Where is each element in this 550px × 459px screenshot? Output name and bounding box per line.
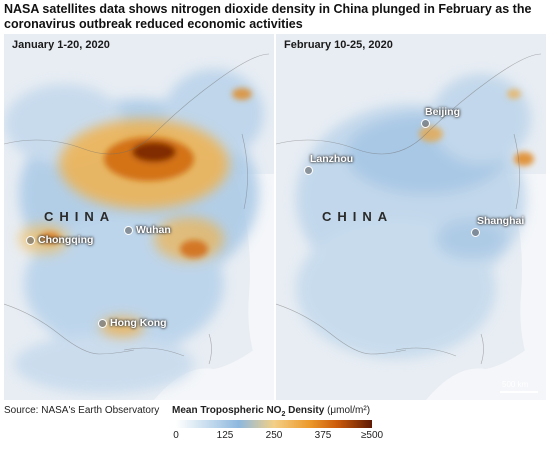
legend-title-subscript: 2 — [281, 411, 286, 418]
city-dot-icon — [421, 119, 430, 128]
period-label: January 1-20, 2020 — [12, 39, 110, 51]
city-dot-icon — [471, 228, 480, 237]
country-label: CHINA — [44, 209, 116, 224]
legend-title: Mean Tropospheric NO2 Density (μmol/m²) — [172, 405, 370, 418]
city-label: Beijing — [425, 106, 461, 118]
map-january: January 1-20, 2020 CHINA Chongqing Wuhan… — [4, 34, 274, 400]
scale-bar-label: 500 km — [502, 380, 529, 389]
legend-ticks: 0 125 250 375 ≥500 — [173, 430, 383, 444]
legend-color-ramp — [176, 420, 372, 428]
scale-bar: 500 km — [500, 380, 538, 393]
city-label: Chongqing — [38, 234, 94, 246]
scale-bar-line — [500, 391, 538, 393]
city-dot-icon — [124, 226, 133, 235]
map-february: February 10-25, 2020 CHINA Beijing Lanzh… — [276, 34, 546, 400]
map-january-graphic — [4, 34, 274, 400]
period-label: February 10-25, 2020 — [284, 39, 393, 51]
legend-tick-label: 250 — [265, 430, 283, 441]
city-dot-icon — [26, 236, 35, 245]
legend-units: (μmol/m²) — [327, 405, 371, 416]
city-dot-icon — [98, 319, 107, 328]
city-dot-icon — [304, 166, 313, 175]
city-label: Shanghai — [477, 215, 525, 227]
headline: NASA satellites data shows nitrogen diox… — [4, 2, 532, 31]
legend-tick-label: ≥500 — [360, 430, 384, 441]
legend-tick-label: 125 — [216, 430, 234, 441]
map-february-graphic — [276, 34, 546, 400]
source-note: Source: NASA's Earth Observatory — [4, 405, 160, 416]
legend-tick-label: 0 — [173, 430, 179, 441]
legend-tick-label: 375 — [314, 430, 332, 441]
country-label: CHINA — [322, 209, 394, 224]
city-label: Lanzhou — [310, 153, 354, 165]
legend-title-density: Density — [285, 405, 328, 416]
legend-title-text: Mean Tropospheric NO — [172, 405, 282, 416]
city-label: Hong Kong — [110, 317, 167, 329]
city-label: Wuhan — [136, 224, 171, 236]
